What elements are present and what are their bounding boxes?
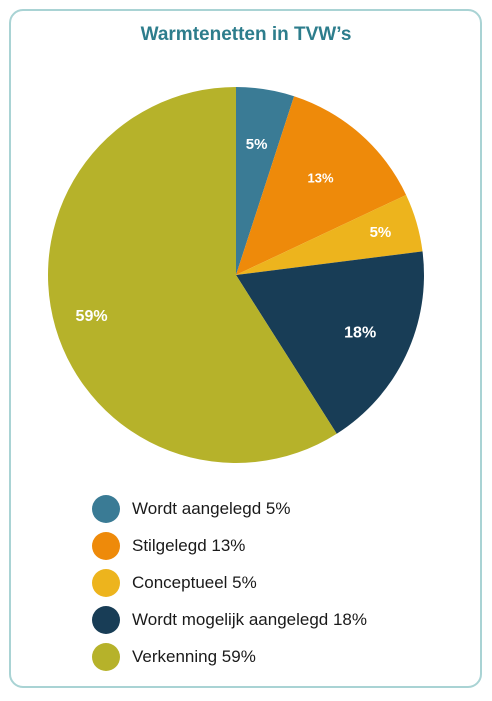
- legend-swatch-conceptueel: [92, 568, 120, 597]
- pie-label-wordt-aangelegd: 5%: [246, 136, 268, 153]
- legend-label-verkenning: Verkenning 59%: [132, 646, 256, 666]
- legend: Wordt aangelegd 5% Stilgelegd 13% Concep…: [92, 490, 367, 675]
- legend-item-wordt-aangelegd: Wordt aangelegd 5%: [92, 490, 367, 527]
- legend-item-wordt-mogelijk-aangelegd: Wordt mogelijk aangelegd 18%: [92, 601, 367, 638]
- legend-swatch-verkenning: [92, 642, 120, 671]
- pie-label-conceptueel: 5%: [370, 224, 392, 241]
- legend-label-wordt-aangelegd: Wordt aangelegd 5%: [132, 498, 291, 518]
- pie-slice-conceptueel: [236, 194, 423, 275]
- pie-label-verkenning: 59%: [76, 308, 108, 325]
- legend-item-conceptueel: Conceptueel 5%: [92, 564, 367, 601]
- pie-slice-wordt-mogelijk-aangelegd: [236, 251, 425, 434]
- pie-slice-verkenning: [47, 87, 337, 463]
- pie-slice-wordt-aangelegd: [236, 87, 295, 275]
- pie-label-stilgelegd: 13%: [308, 171, 334, 186]
- pie-slice-stilgelegd: [236, 96, 407, 275]
- legend-swatch-wordt-aangelegd: [92, 494, 120, 523]
- legend-item-stilgelegd: Stilgelegd 13%: [92, 527, 367, 564]
- legend-label-wordt-mogelijk-aangelegd: Wordt mogelijk aangelegd 18%: [132, 609, 367, 629]
- legend-label-conceptueel: Conceptueel 5%: [132, 572, 257, 592]
- legend-swatch-wordt-mogelijk-aangelegd: [92, 605, 120, 634]
- legend-item-verkenning: Verkenning 59%: [92, 638, 367, 675]
- legend-label-stilgelegd: Stilgelegd 13%: [132, 535, 246, 555]
- chart-title: Warmtenetten in TVW’s: [140, 24, 352, 45]
- legend-swatch-stilgelegd: [92, 531, 120, 560]
- pie-label-wordt-mogelijk-aangelegd: 18%: [344, 325, 376, 342]
